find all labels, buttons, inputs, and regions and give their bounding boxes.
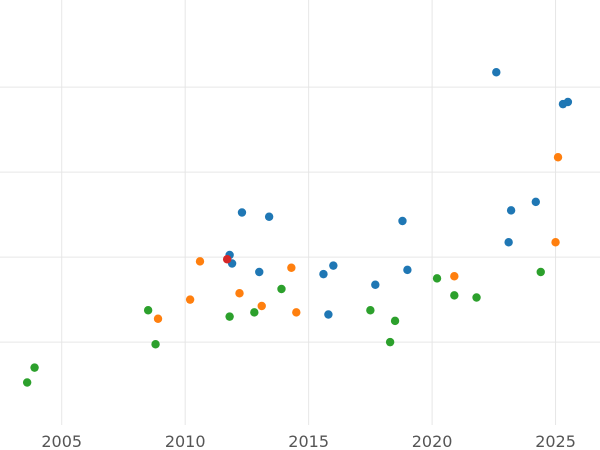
data-point [292, 308, 301, 317]
data-point [492, 68, 501, 77]
points-layer [22, 68, 573, 387]
data-point [277, 284, 286, 294]
x-tick-labels: 2005 2010 2015 2020 2025 [41, 432, 576, 450]
data-point [237, 208, 247, 217]
x-tick-label: 2020 [412, 432, 453, 450]
data-point [287, 263, 296, 272]
data-point [235, 289, 244, 298]
data-point [398, 216, 407, 226]
data-point [390, 316, 400, 326]
data-point [403, 265, 412, 275]
data-point [504, 238, 513, 247]
data-point [30, 363, 39, 372]
data-point [371, 280, 380, 289]
x-tick-label: 2025 [535, 432, 576, 450]
data-point [450, 291, 459, 300]
data-point [153, 314, 163, 323]
data-point [250, 308, 259, 317]
data-point [366, 306, 375, 315]
data-point [531, 197, 541, 207]
data-point [255, 267, 264, 277]
data-point [185, 295, 195, 304]
data-point [329, 261, 338, 270]
data-point [319, 269, 328, 279]
x-tick-label: 2005 [41, 432, 82, 450]
data-point [536, 267, 545, 277]
data-point [506, 206, 516, 215]
data-point [222, 255, 232, 264]
data-point [432, 274, 442, 283]
data-point [257, 301, 266, 311]
data-point [264, 212, 274, 221]
x-tick-label: 2010 [165, 432, 206, 450]
data-point [143, 306, 153, 315]
data-point [22, 378, 32, 387]
data-point [563, 97, 573, 107]
data-point [324, 310, 333, 319]
data-point [551, 238, 560, 247]
data-point [472, 293, 481, 302]
data-point [225, 312, 234, 321]
x-tick-label: 2015 [288, 432, 329, 450]
data-point [553, 153, 563, 162]
data-point [385, 337, 395, 347]
data-point [450, 272, 459, 281]
grid-layer [0, 0, 600, 425]
data-point [151, 340, 160, 349]
data-point [195, 257, 205, 266]
